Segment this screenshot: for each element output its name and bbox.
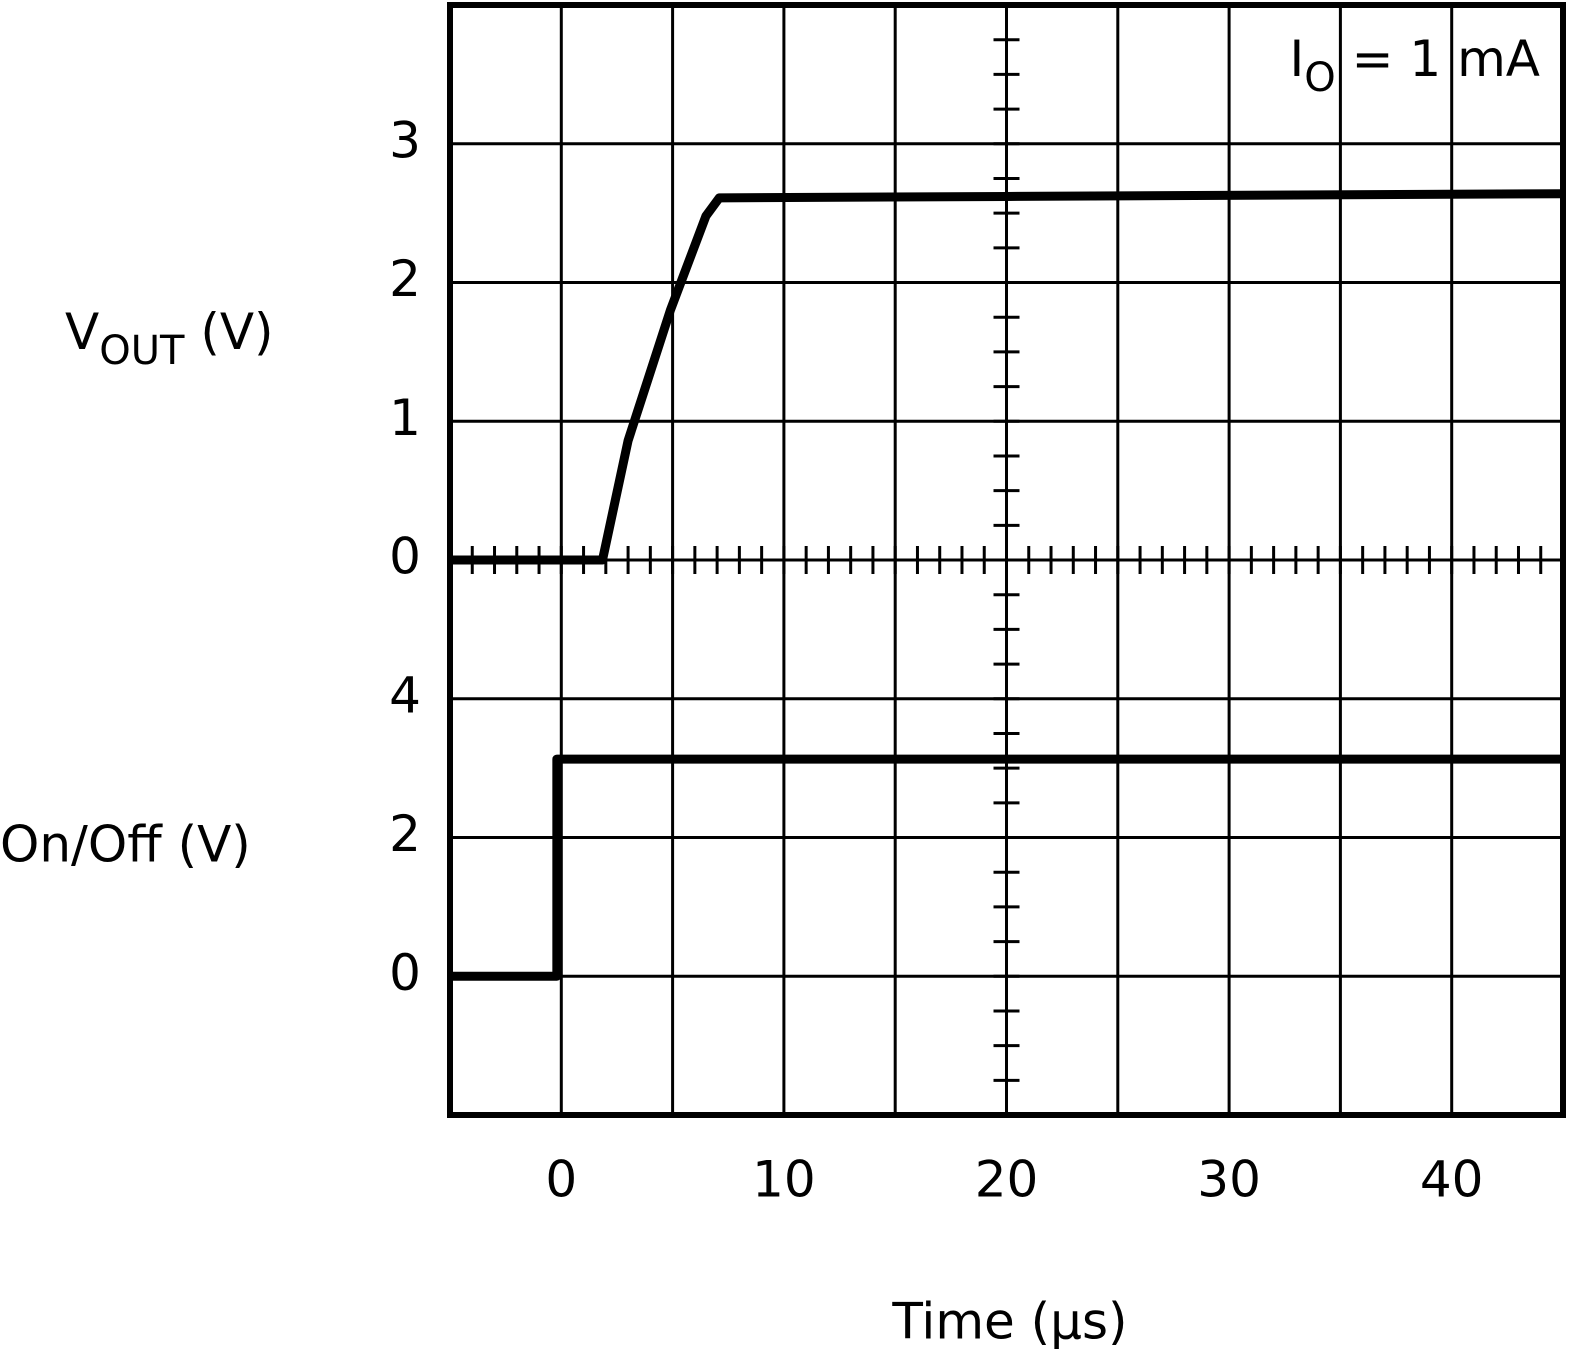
y-tick-label: 1 <box>389 389 421 447</box>
x-tick-label: 0 <box>545 1151 577 1209</box>
annotation: IO = 1 mA <box>1289 30 1540 102</box>
frame-layer <box>447 2 1566 1118</box>
y-axis-label-main: V <box>65 303 99 361</box>
y-tick-label: 0 <box>389 528 421 586</box>
annotation-main: I <box>1289 30 1304 88</box>
y-axis-label: On/Off (V) <box>0 816 251 874</box>
annotation-sub: O <box>1304 55 1335 101</box>
x-tick-label: 10 <box>752 1151 816 1209</box>
y-axis-label: VOUT (V) <box>65 303 274 375</box>
y-tick-label: 2 <box>389 250 421 308</box>
y-tick-label: 0 <box>389 944 421 1002</box>
x-tick-label: 30 <box>1197 1151 1261 1209</box>
x-axis-label: Time (µs) <box>891 1293 1127 1351</box>
y-axis-label-rest: (V) <box>184 303 273 361</box>
y-tick-label: 3 <box>389 111 421 169</box>
annotation-rest: = 1 mA <box>1336 30 1540 88</box>
plot-frame <box>447 2 1566 1118</box>
y-tick-label: 2 <box>389 805 421 863</box>
x-tick-label: 20 <box>975 1151 1039 1209</box>
series-line <box>450 189 1564 565</box>
data-layer <box>450 189 1564 981</box>
x-tick-label: 40 <box>1420 1151 1484 1209</box>
series-line <box>450 754 1563 981</box>
y-tick-label: 4 <box>389 666 421 724</box>
grid <box>450 5 1563 1115</box>
y-axis-label-sub: OUT <box>99 328 185 374</box>
